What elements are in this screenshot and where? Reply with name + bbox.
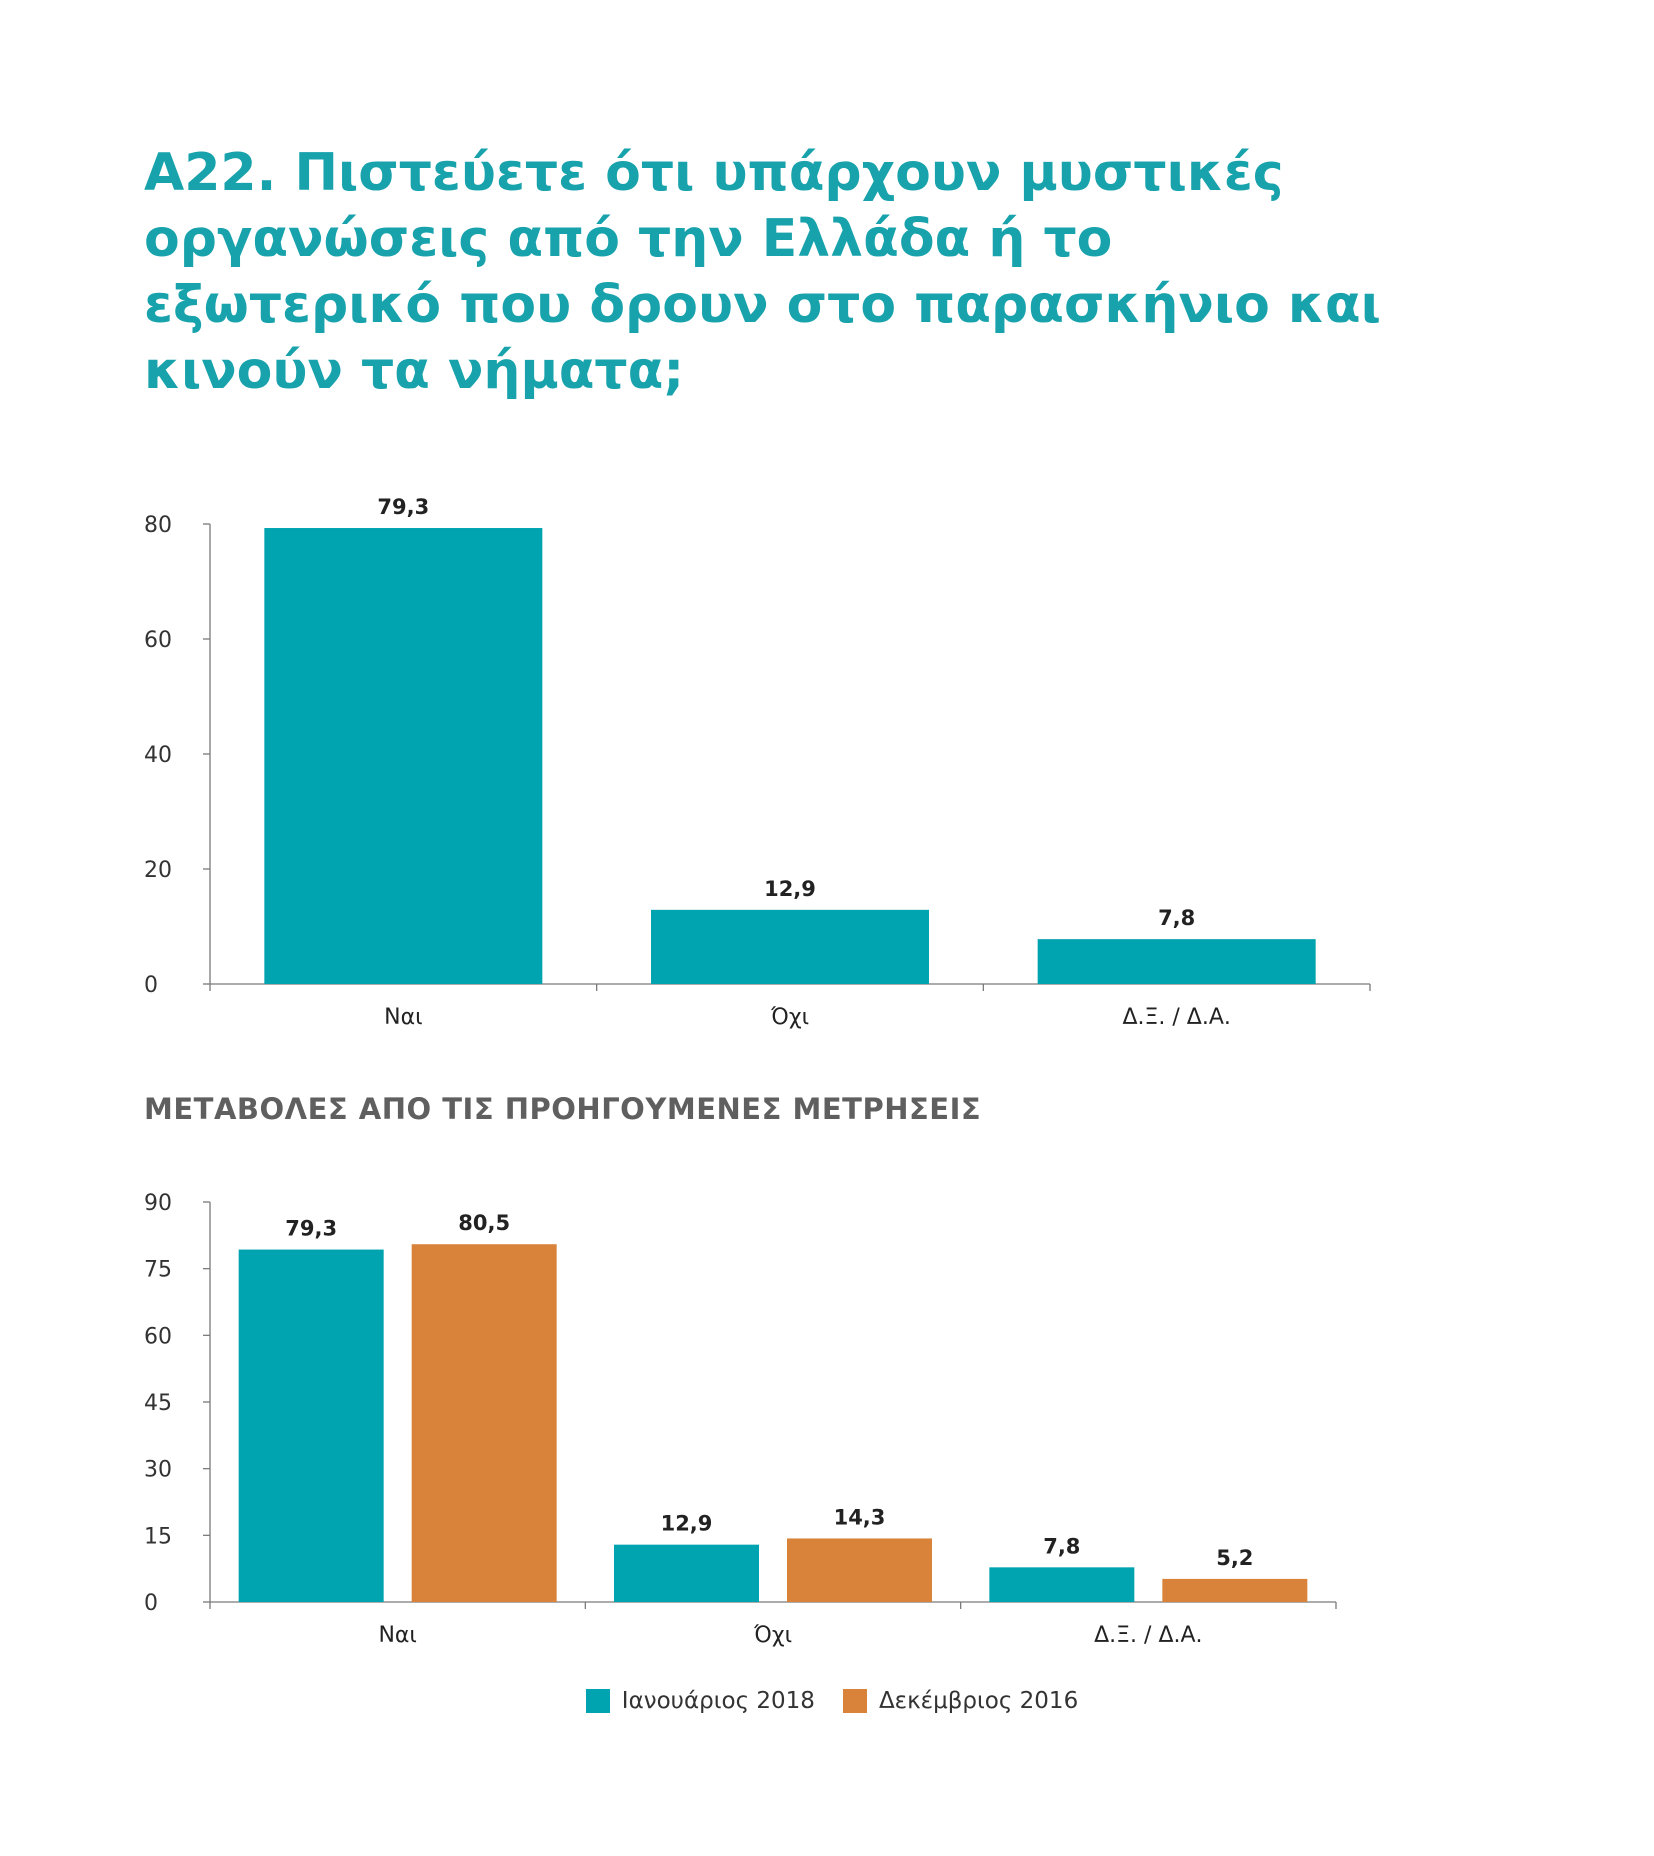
chart-comparison: 0 15 30 45 60 75 90 Ναι 79,3 80,5 Όχι 12,9 14,3 Δ.Ξ. … <box>144 1191 1337 1648</box>
bar <box>411 1244 557 1602</box>
data-label: 5,2 <box>1216 1546 1253 1570</box>
x-category-label: Όχι <box>753 1623 792 1648</box>
legend-item-2018: Ιανουάριος 2018 <box>585 1688 815 1714</box>
bar <box>787 1538 932 1602</box>
y-tick-label: 15 <box>144 1524 172 1549</box>
bar <box>1162 1578 1308 1602</box>
x-category-label: Δ.Ξ. / Δ.Α. <box>1094 1623 1202 1648</box>
y-tick-label: 0 <box>144 973 158 998</box>
data-label: 12,9 <box>764 877 816 901</box>
bar <box>651 909 929 984</box>
chart-overall: 0 20 40 60 80 Ναι 79,3 Όχι 12,9 Δ.Ξ. / Δ.Α. 7,8 <box>144 495 1371 1030</box>
y-tick-label: 80 <box>144 513 172 538</box>
bar <box>1037 939 1316 984</box>
section-title: ΜΕΤΑΒΟΛΕΣ ΑΠΟ ΤΙΣ ΠΡΟΗΓΟΥΜΕΝΕΣ ΜΕΤΡΗΣΕΙΣ <box>144 1092 982 1126</box>
bar <box>989 1567 1135 1602</box>
data-label: 14,3 <box>834 1505 886 1529</box>
y-tick-label: 20 <box>144 858 172 883</box>
legend-label-2016: Δεκέμβριος 2016 <box>878 1688 1079 1714</box>
data-label: 79,3 <box>377 495 429 519</box>
legend-item-2016: Δεκέμβριος 2016 <box>842 1688 1079 1714</box>
question-title: Α22. Πιστεύετε ότι υπάρχουν μυστικές οργ… <box>144 143 1381 401</box>
y-tick-label: 60 <box>144 1324 172 1349</box>
y-tick-label: 60 <box>144 628 172 653</box>
bar <box>264 528 543 984</box>
data-label: 79,3 <box>285 1217 337 1241</box>
bar <box>614 1544 759 1602</box>
data-label: 7,8 <box>1043 1534 1080 1558</box>
bar <box>238 1249 384 1602</box>
legend-swatch-2016 <box>842 1689 867 1713</box>
x-category-label: Ναι <box>384 1005 422 1030</box>
legend-label-2018: Ιανουάριος 2018 <box>621 1688 815 1714</box>
x-category-label: Ναι <box>378 1623 416 1648</box>
y-tick-label: 75 <box>144 1258 172 1283</box>
legend-swatch-2018 <box>585 1689 610 1713</box>
y-tick-label: 40 <box>144 743 172 768</box>
y-tick-label: 90 <box>144 1191 172 1216</box>
y-tick-label: 30 <box>144 1458 172 1483</box>
data-label: 12,9 <box>661 1512 713 1536</box>
legend: Ιανουάριος 2018 Δεκέμβριος 2016 <box>0 1688 1654 1714</box>
x-category-label: Όχι <box>770 1005 809 1030</box>
y-tick-label: 45 <box>144 1391 172 1416</box>
x-category-label: Δ.Ξ. / Δ.Α. <box>1122 1005 1230 1030</box>
data-label: 80,5 <box>458 1211 510 1235</box>
y-tick-label: 0 <box>144 1591 158 1616</box>
data-label: 7,8 <box>1158 906 1195 930</box>
